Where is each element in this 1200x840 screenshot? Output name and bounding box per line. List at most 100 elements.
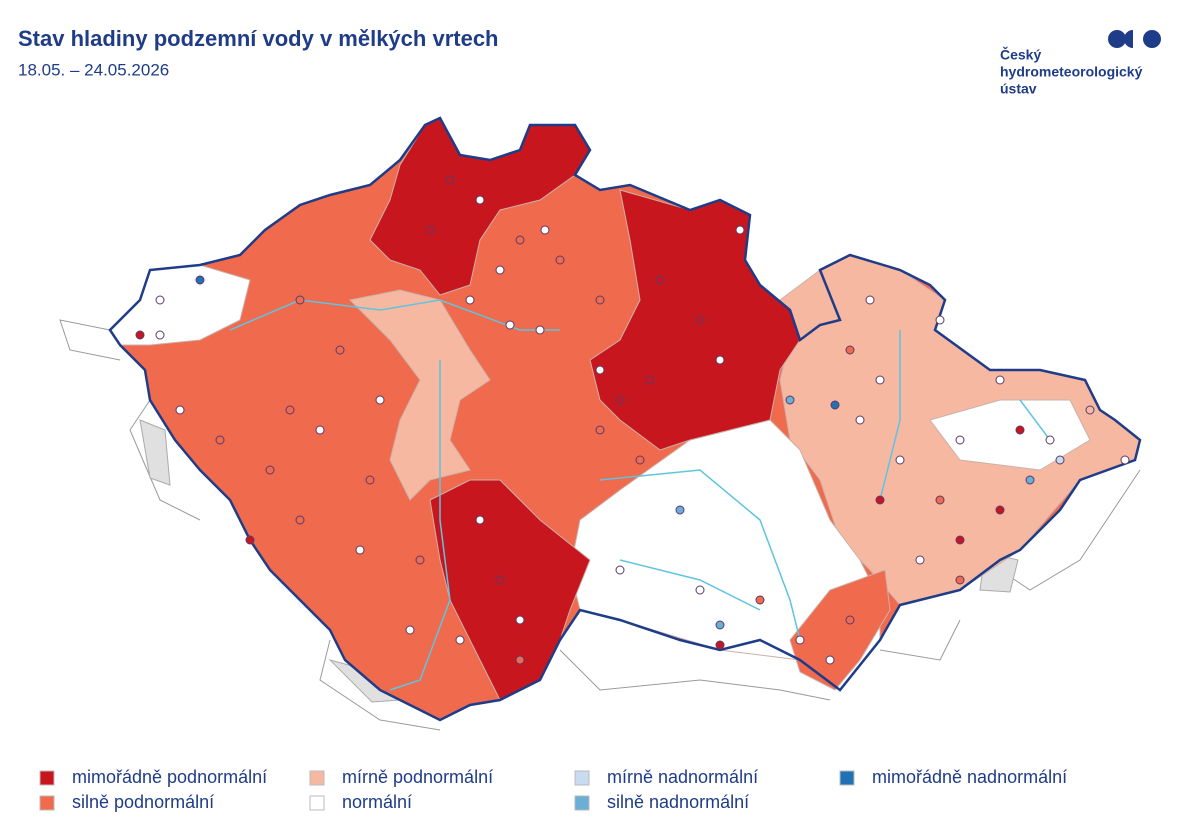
logo-text: hydrometeorologický — [1000, 64, 1143, 80]
station — [265, 465, 275, 475]
station — [830, 400, 840, 410]
station — [515, 615, 525, 625]
station — [555, 255, 565, 265]
station — [155, 295, 165, 305]
region-normal — [929, 399, 1091, 471]
legend-label: silně podnormální — [72, 792, 214, 812]
station — [995, 375, 1005, 385]
station — [175, 405, 185, 415]
stations — [135, 175, 1130, 665]
neighbour-border — [59, 319, 1141, 731]
station — [155, 330, 165, 340]
station — [845, 615, 855, 625]
station — [475, 515, 485, 525]
legend-label: mírně nadnormální — [607, 767, 758, 787]
station — [535, 325, 545, 335]
station — [515, 235, 525, 245]
legend-label: mimořádně podnormální — [72, 767, 267, 787]
logo-dot — [1108, 30, 1126, 48]
station — [475, 195, 485, 205]
station — [405, 625, 415, 635]
station — [195, 275, 205, 285]
station — [955, 575, 965, 585]
legend-swatch — [39, 770, 55, 786]
station — [955, 435, 965, 445]
station — [875, 495, 885, 505]
station — [865, 295, 875, 305]
legend-swatch — [309, 770, 325, 786]
station — [855, 415, 865, 425]
state-border — [108, 116, 1142, 722]
station — [715, 640, 725, 650]
station — [515, 655, 525, 665]
station — [540, 225, 550, 235]
station — [245, 535, 255, 545]
logo-text: Český — [1000, 46, 1041, 63]
station — [315, 425, 325, 435]
station — [135, 330, 145, 340]
title: Stav hladiny podzemní vody v mělkých vrt… — [18, 26, 499, 51]
station — [825, 655, 835, 665]
station — [425, 225, 435, 235]
region-strongly-below — [789, 569, 891, 691]
station — [735, 225, 745, 235]
station — [335, 345, 345, 355]
station — [365, 475, 375, 485]
station — [755, 595, 765, 605]
station — [955, 535, 965, 545]
station — [845, 345, 855, 355]
legend: mimořádně podnormální silně podnormální mí… — [39, 767, 1067, 812]
station — [1085, 405, 1095, 415]
station — [655, 275, 665, 285]
station — [1055, 455, 1065, 465]
legend-label: silně nadnormální — [607, 792, 749, 812]
station — [375, 395, 385, 405]
legend-swatch — [839, 770, 855, 786]
neighbour-area — [139, 419, 171, 486]
station — [495, 265, 505, 275]
station — [715, 355, 725, 365]
station — [695, 315, 705, 325]
station — [355, 545, 365, 555]
station — [615, 565, 625, 575]
station — [215, 435, 225, 445]
legend-label: mimořádně nadnormální — [872, 767, 1067, 787]
logo-text: ústav — [1000, 81, 1037, 97]
legend-swatch — [39, 795, 55, 811]
station — [795, 635, 805, 645]
station — [935, 315, 945, 325]
station — [675, 505, 685, 515]
logo-dot — [1124, 30, 1133, 48]
station — [455, 635, 465, 645]
station — [715, 620, 725, 630]
station — [445, 175, 455, 185]
station — [1045, 435, 1055, 445]
station — [1015, 425, 1025, 435]
station — [285, 405, 295, 415]
legend-label: normální — [342, 792, 412, 812]
station — [595, 425, 605, 435]
subtitle: 18.05. – 24.05.2026 — [18, 60, 169, 79]
station — [615, 395, 625, 405]
station — [465, 295, 475, 305]
station — [935, 495, 945, 505]
station — [995, 505, 1005, 515]
station — [1025, 475, 1035, 485]
station — [635, 455, 645, 465]
station — [415, 555, 425, 565]
station — [295, 295, 305, 305]
station — [1120, 455, 1130, 465]
legend-swatch — [309, 795, 325, 811]
legend-swatch — [574, 770, 590, 786]
map — [59, 116, 1142, 731]
region-slightly-below — [348, 289, 491, 501]
logo-dot — [1143, 30, 1161, 48]
station — [915, 555, 925, 565]
station — [695, 585, 705, 595]
station — [295, 515, 305, 525]
station — [505, 320, 515, 330]
logo: Český hydrometeorologický ústav — [1000, 30, 1161, 97]
station — [595, 295, 605, 305]
station — [875, 375, 885, 385]
